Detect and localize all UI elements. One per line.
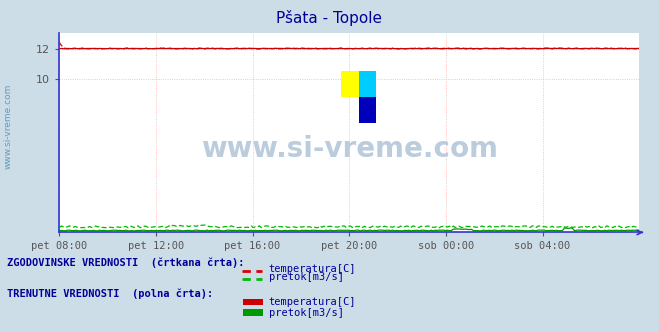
Text: TRENUTNE VREDNOSTI  (polna črta):: TRENUTNE VREDNOSTI (polna črta): — [7, 289, 213, 299]
Text: Pšata - Topole: Pšata - Topole — [277, 10, 382, 26]
Text: ZGODOVINSKE VREDNOSTI  (črtkana črta):: ZGODOVINSKE VREDNOSTI (črtkana črta): — [7, 257, 244, 268]
Text: www.si-vreme.com: www.si-vreme.com — [201, 135, 498, 163]
Text: temperatura[C]: temperatura[C] — [269, 264, 357, 274]
Bar — [341, 71, 358, 97]
Text: www.si-vreme.com: www.si-vreme.com — [3, 83, 13, 169]
Bar — [358, 97, 376, 123]
Text: temperatura[C]: temperatura[C] — [269, 297, 357, 307]
Text: pretok[m3/s]: pretok[m3/s] — [269, 272, 344, 282]
Bar — [358, 71, 376, 97]
Text: pretok[m3/s]: pretok[m3/s] — [269, 308, 344, 318]
